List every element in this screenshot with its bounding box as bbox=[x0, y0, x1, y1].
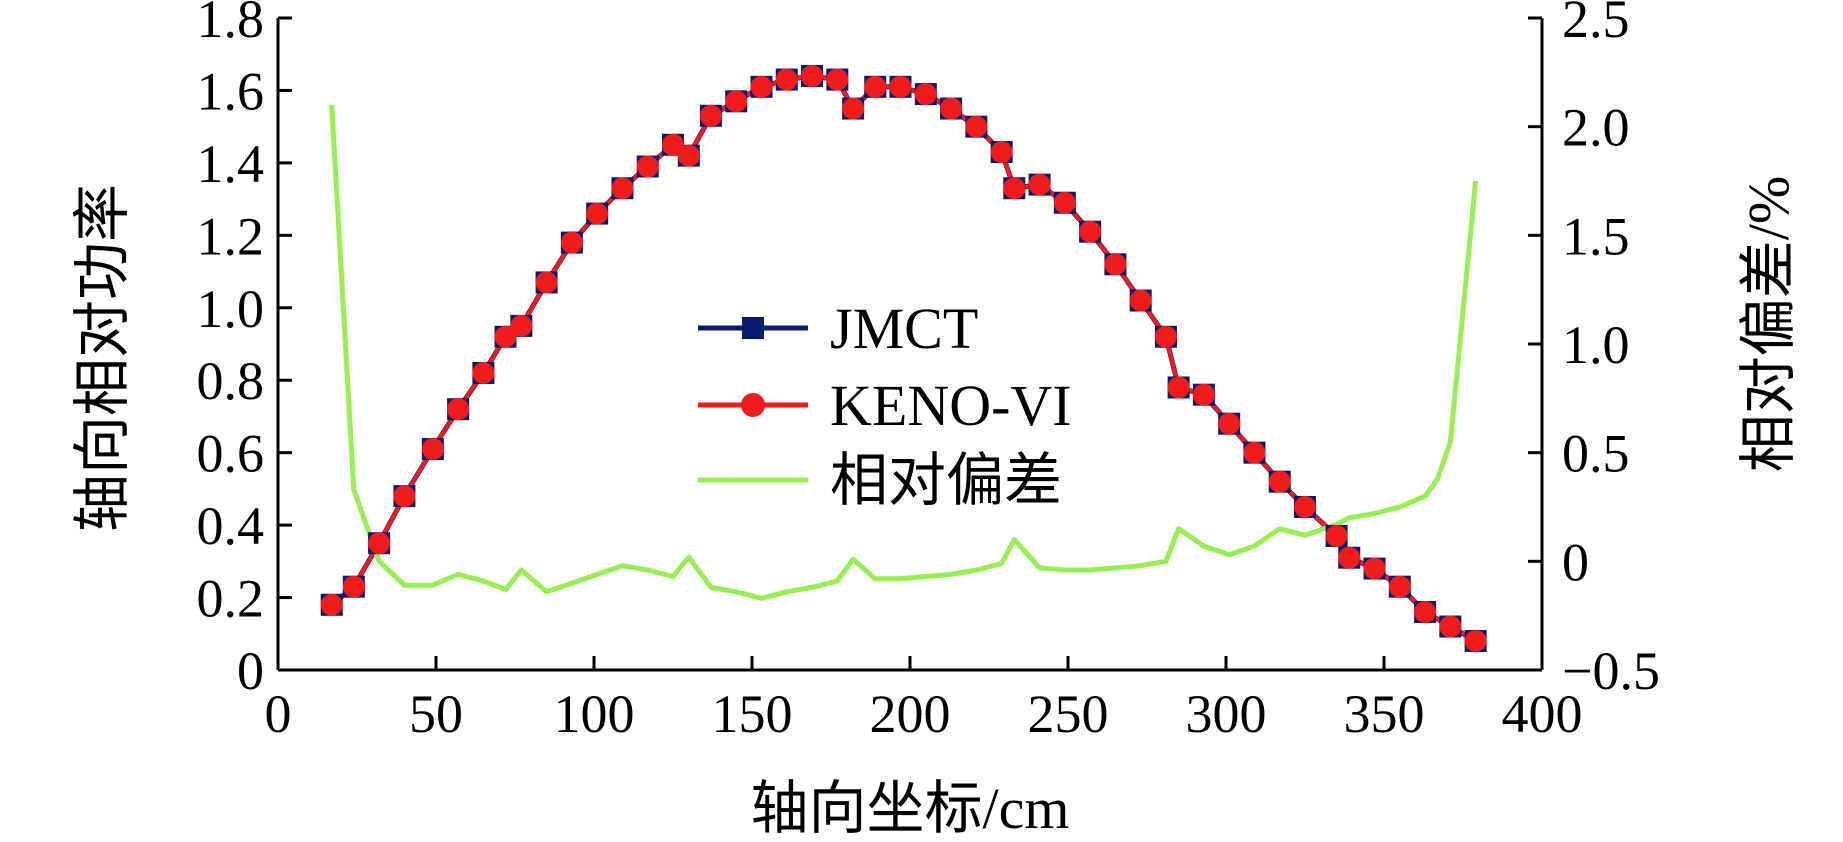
legend-label-2: 相对偏差 bbox=[830, 448, 1062, 513]
keno-point bbox=[1167, 376, 1190, 399]
x-tick-label: 50 bbox=[409, 684, 463, 744]
keno-point bbox=[393, 485, 416, 508]
keno-point bbox=[320, 593, 343, 616]
keno-point bbox=[447, 398, 470, 421]
keno-point bbox=[494, 325, 517, 348]
legend-marker-square bbox=[742, 317, 764, 339]
keno-point bbox=[1325, 524, 1348, 547]
keno-point bbox=[1079, 220, 1102, 243]
keno-point bbox=[1464, 630, 1487, 653]
keno-point bbox=[368, 532, 391, 555]
x-tick-label: 150 bbox=[712, 684, 793, 744]
y2-tick-label: 2.5 bbox=[1562, 0, 1630, 49]
keno-point bbox=[699, 104, 722, 127]
legend-label-1: KENO-VI bbox=[830, 373, 1072, 438]
keno-point bbox=[1414, 601, 1437, 624]
keno-point bbox=[1243, 441, 1266, 464]
legend-marker-circle bbox=[741, 393, 765, 417]
x-tick-label: 250 bbox=[1028, 684, 1109, 744]
keno-point bbox=[864, 75, 887, 98]
y-tick-label: 1.4 bbox=[197, 134, 265, 194]
keno-point bbox=[965, 115, 988, 138]
y-tick-label: 1.0 bbox=[197, 279, 265, 339]
keno-point bbox=[342, 575, 365, 598]
keno-point bbox=[801, 64, 824, 87]
keno-point bbox=[1053, 191, 1076, 214]
y2-tick-label: 0.5 bbox=[1562, 424, 1630, 484]
keno-point bbox=[826, 68, 849, 91]
y2-tick-label: −0.5 bbox=[1562, 641, 1660, 701]
y-tick-label: 0.6 bbox=[197, 424, 265, 484]
keno-point bbox=[775, 68, 798, 91]
y-axis-title: 轴向相对功率 bbox=[70, 184, 135, 532]
y-tick-label: 1.6 bbox=[197, 61, 265, 121]
keno-point bbox=[611, 177, 634, 200]
y-tick-label: 1.8 bbox=[197, 0, 265, 49]
keno-point bbox=[510, 314, 533, 337]
keno-point bbox=[725, 90, 748, 113]
keno-point bbox=[1192, 383, 1215, 406]
keno-point bbox=[1268, 470, 1291, 493]
keno-point bbox=[889, 75, 912, 98]
x-tick-label: 100 bbox=[554, 684, 635, 744]
keno-point bbox=[1363, 557, 1386, 580]
y2-tick-label: 1.0 bbox=[1562, 315, 1630, 375]
x-tick-label: 350 bbox=[1344, 684, 1425, 744]
y2-tick-label: 2.0 bbox=[1562, 98, 1630, 158]
legend: JMCT KENO-VI 相对偏差 bbox=[698, 296, 1072, 513]
y-tick-label: 0.4 bbox=[197, 496, 265, 556]
legend-label-0: JMCT bbox=[830, 296, 978, 361]
x-tick-label: 200 bbox=[870, 684, 951, 744]
y-tick-label: 0.2 bbox=[197, 569, 265, 629]
x-tick-label: 400 bbox=[1502, 684, 1583, 744]
y2-axis-title: 相对偏差/% bbox=[1736, 176, 1801, 472]
keno-point bbox=[1154, 325, 1177, 348]
keno-point bbox=[1294, 496, 1316, 518]
x-tick-label: 0 bbox=[265, 684, 292, 744]
keno-point bbox=[1104, 253, 1127, 276]
keno-point bbox=[1003, 177, 1026, 200]
x-axis-title: 轴向坐标/cm bbox=[751, 776, 1070, 841]
keno-point bbox=[560, 231, 583, 254]
y-tick-label: 0 bbox=[237, 641, 264, 701]
keno-point bbox=[1388, 575, 1411, 598]
keno-point bbox=[1439, 615, 1462, 638]
keno-point bbox=[750, 75, 773, 98]
y-tick-label: 1.2 bbox=[197, 206, 265, 266]
series-line-2 bbox=[329, 104, 1479, 601]
x-tick-label: 300 bbox=[1186, 684, 1267, 744]
y-tick-label: 0.8 bbox=[197, 351, 265, 411]
keno-point bbox=[842, 97, 865, 120]
y2-tick-label: 0 bbox=[1562, 532, 1589, 592]
keno-point bbox=[421, 438, 444, 461]
keno-point bbox=[1218, 412, 1241, 435]
y2-tick-label: 1.5 bbox=[1562, 206, 1630, 266]
keno-point bbox=[636, 155, 659, 178]
series bbox=[320, 64, 1487, 653]
keno-point bbox=[940, 97, 963, 120]
keno-point bbox=[472, 361, 495, 384]
ticks: 0 50 100 150 200 250 300 350 40000.20.40.60.81.0… bbox=[197, 0, 1660, 744]
keno-point bbox=[914, 83, 937, 106]
keno-point bbox=[1028, 173, 1051, 196]
keno-point bbox=[990, 141, 1013, 164]
keno-point bbox=[677, 144, 700, 167]
keno-point bbox=[1338, 546, 1361, 569]
keno-point bbox=[586, 202, 609, 225]
keno-point bbox=[1129, 289, 1152, 312]
keno-point bbox=[662, 133, 684, 156]
keno-point bbox=[535, 271, 558, 294]
